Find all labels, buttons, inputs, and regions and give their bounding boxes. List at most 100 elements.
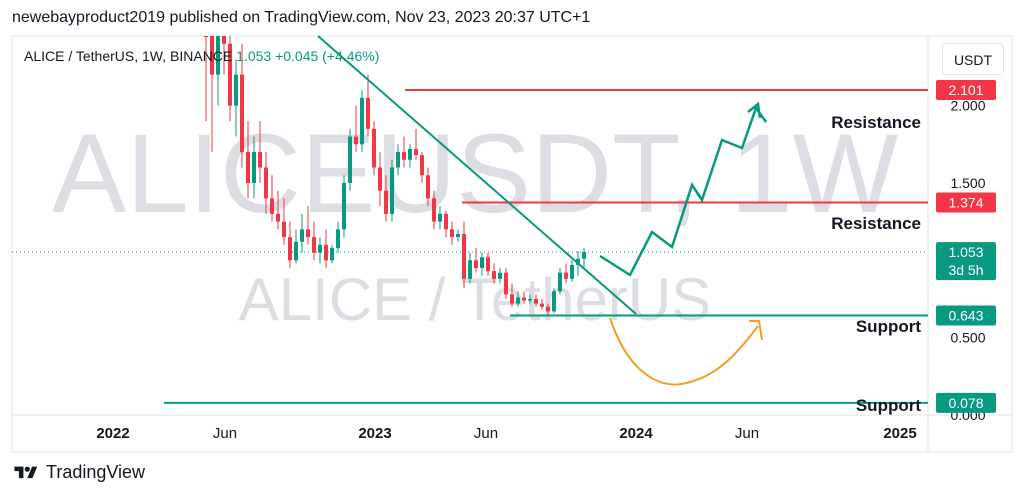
candle-body [558,272,562,292]
candle [288,221,292,269]
candle [348,128,352,191]
candle-body [294,241,298,261]
candle [234,59,238,137]
candle-body [444,213,448,230]
tradingview-logo[interactable]: TradingView [12,462,145,483]
price-label-box [936,242,996,281]
candle-body [510,294,514,304]
candle [330,244,334,264]
candle-body [270,198,274,214]
candle-body [420,155,424,176]
candle-body [348,136,352,183]
candle-body [552,291,556,312]
candle-body [228,43,232,106]
countdown-text: 3d 5h [948,262,983,278]
candle [414,128,418,160]
candle [300,213,304,253]
candle-body [498,272,502,279]
candle-body [396,152,400,168]
candle [378,152,382,207]
price-label-text: 2.101 [948,82,983,98]
candle [528,294,532,304]
candle-body [570,264,574,279]
candle [456,229,460,242]
candle [210,36,214,153]
candle [318,237,322,264]
candle [276,190,280,230]
candle [522,291,526,304]
candle [384,175,388,222]
price-label: 2.101 [936,79,996,100]
candle [534,294,538,307]
candle [216,36,220,106]
candle [258,121,262,183]
candle-body [462,234,466,279]
candle [222,36,226,75]
candle [516,291,520,307]
symbol-info[interactable]: ALICE / TetherUS, 1W, BINANCE 1.053 +0.0… [24,48,379,64]
candle-body [468,260,472,279]
candle-body [282,221,286,238]
candle [204,36,208,122]
currency-button[interactable]: USDT [942,43,1004,75]
candle [312,221,316,261]
candle [420,152,424,183]
candle-body [486,257,490,272]
level-annotation: Resistance [831,214,921,233]
candle [492,263,496,284]
candle-body [474,260,478,269]
candle [372,121,376,176]
time-tick-label: Jun [474,425,498,442]
candle [252,136,256,199]
candle [270,175,274,222]
candle [396,144,400,176]
price-label: 1.053 3d 5h [936,242,996,281]
candle [432,190,436,230]
tradingview-logo-text: TradingView [46,462,146,482]
candle [294,229,298,264]
price-label: 0.078 [936,392,996,413]
symbol-title: ALICE / TetherUS, 1W, BINANCE [24,48,233,64]
candle [504,268,508,299]
candle-body [342,182,346,230]
candle [558,268,562,295]
candle-body [480,257,484,269]
candle-body [378,167,382,191]
time-tick-label: 2023 [358,425,391,442]
candle-body [258,152,262,168]
candle [390,159,394,222]
candle-body [240,74,244,153]
price-change: 1.053 +0.045 (+4.46%) [236,48,380,64]
candle [402,136,406,168]
drawings [317,35,768,386]
candle [438,206,442,230]
candle-body [246,152,250,183]
candle-body [354,136,358,145]
publish-header: newebayproduct2019 published on TradingV… [12,9,591,26]
chart-frame [11,35,1013,453]
candle-body [414,148,418,156]
candle [468,252,472,284]
candle [540,298,544,310]
candle [336,221,340,253]
candle [570,260,574,282]
candle-body [234,74,238,106]
candle [354,105,358,153]
projection-path [599,105,768,277]
candle [366,74,370,137]
candle-body [306,229,310,238]
price-label-text: 1.374 [948,194,983,210]
candle-body [582,252,586,259]
candle [264,152,268,214]
time-tick-label: Jun [735,425,759,442]
candle-body [336,229,340,248]
candle [582,247,586,269]
candle [546,303,550,316]
candle [282,198,286,245]
retest-curve [609,317,759,386]
candle [228,36,232,122]
time-axis: 2022 Jun 2023 Jun 2024 Jun 2025 [96,425,916,442]
price-label-box [936,305,996,326]
